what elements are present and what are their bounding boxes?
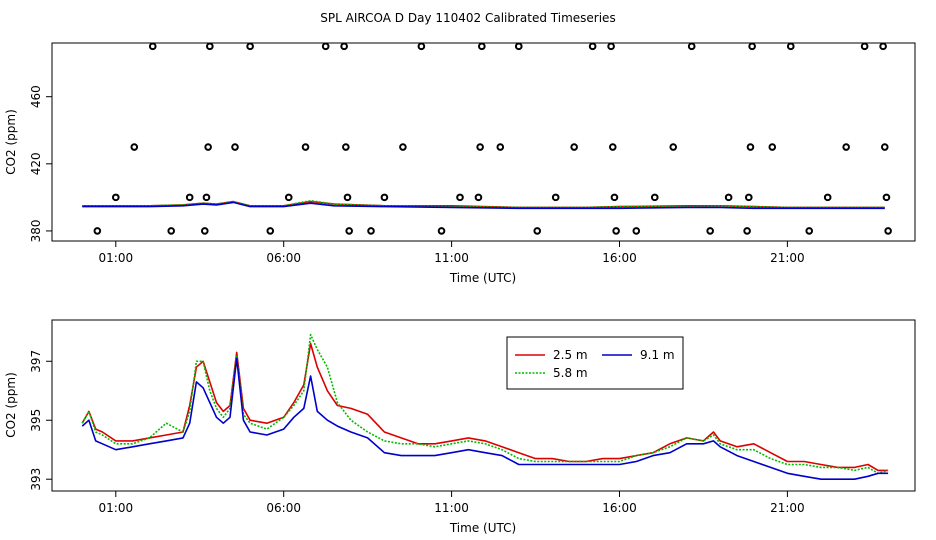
calibration-point (842, 143, 850, 151)
series-line-5.8m (82, 199, 885, 209)
calibration-point (610, 193, 619, 202)
calibration-point (687, 42, 696, 51)
top-plot-frame (51, 42, 916, 242)
y-tick-label: 395 (29, 409, 43, 432)
calibration-point (746, 143, 755, 151)
calibration-point (343, 193, 352, 202)
calibration-point (204, 143, 212, 151)
calibration-point (437, 227, 446, 235)
calibration-point (340, 42, 348, 51)
y-tick-label: 460 (29, 85, 43, 108)
y-tick-label: 397 (29, 350, 43, 373)
calibration-point (167, 227, 176, 235)
calibration-point (266, 227, 275, 235)
calibration-point (130, 143, 139, 151)
x-tick-label: 01:00 (99, 251, 134, 265)
calibration-point (879, 42, 887, 51)
calibration-point (608, 143, 617, 151)
series-line-9.1m (81, 357, 889, 480)
bottom-x-axis-label: Time (UTC) (449, 521, 516, 535)
calibration-point (880, 143, 889, 151)
calibration-point (706, 227, 714, 235)
calibration-point (768, 143, 777, 151)
bottom-y-axis-label: CO2 (ppm) (4, 372, 18, 438)
calibration-point (284, 193, 293, 202)
calibration-point (301, 143, 310, 151)
calibration-point (607, 42, 615, 51)
top-panel: CO2 (ppm) Time (UTC) 01:00 06:00 11:00 16:0… (4, 42, 916, 285)
calibration-point (823, 193, 832, 202)
calibration-point (380, 193, 389, 202)
calibration-point (805, 227, 814, 235)
calibration-point (650, 193, 659, 202)
calibration-point (514, 42, 523, 51)
series-line-5.8m (81, 333, 889, 475)
legend-box (506, 336, 684, 390)
series-line-9.1m (82, 201, 885, 210)
calibration-point (112, 193, 120, 202)
calibration-point (345, 227, 353, 235)
calibration-point (496, 143, 505, 151)
calibration-point (588, 42, 597, 51)
calibration-point (202, 193, 211, 202)
x-tick-label: 21:00 (770, 501, 805, 515)
calibration-point (342, 143, 350, 151)
x-tick-label: 06:00 (266, 501, 301, 515)
calibration-point (321, 42, 330, 51)
bottom-plot-frame (51, 319, 916, 492)
calibration-point (399, 143, 407, 151)
calibration-point (570, 143, 578, 151)
series-line-2.5m (81, 342, 889, 472)
calibration-point (744, 193, 753, 202)
calibration-point (148, 42, 157, 51)
y-tick-label: 420 (29, 152, 43, 175)
calibration-point (669, 143, 678, 151)
x-tick-label: 06:00 (266, 251, 301, 265)
calibration-point (612, 227, 620, 235)
legend-label-5.8m: 5.8 m (553, 366, 588, 380)
x-tick-label: 11:00 (434, 501, 469, 515)
calibration-point (533, 227, 542, 235)
calibration-point (478, 42, 486, 51)
x-tick-label: 21:00 (770, 251, 805, 265)
calibration-point (367, 227, 375, 235)
calibration-point (474, 193, 483, 202)
calibration-point (724, 193, 733, 202)
y-tick-label: 393 (29, 468, 43, 491)
calibration-point (748, 42, 756, 51)
calibration-point (185, 193, 194, 202)
top-x-axis-label: Time (UTC) (449, 271, 516, 285)
calibration-point (417, 42, 426, 51)
calibration-point (743, 227, 751, 235)
calibration-point (231, 143, 239, 151)
calibration-point (206, 42, 214, 51)
calibration-point (200, 227, 209, 235)
calibration-point (786, 42, 795, 51)
legend-label-9.1m: 9.1 m (640, 348, 675, 362)
legend: 2.5 m 5.8 m 9.1 m (506, 336, 684, 390)
y-tick-label: 380 (29, 219, 43, 242)
x-tick-label: 11:00 (434, 251, 469, 265)
calibration-point (246, 42, 254, 51)
calibration-point (860, 42, 869, 51)
calibration-point (456, 193, 464, 202)
calibration-point (884, 227, 892, 235)
calibration-point (632, 227, 641, 235)
legend-label-2.5m: 2.5 m (553, 348, 588, 362)
calibration-point (882, 193, 891, 202)
bottom-panel: CO2 (ppm) Time (UTC) 2.5 m 5.8 m 9.1 m 0… (4, 319, 916, 535)
x-tick-label: 16:00 (602, 501, 637, 515)
page-title: SPL AIRCOA D Day 110402 Calibrated Times… (320, 11, 615, 25)
calibration-point (551, 193, 560, 202)
calibration-point (93, 227, 102, 235)
top-y-axis-label: CO2 (ppm) (4, 109, 18, 175)
calibration-point (476, 143, 484, 151)
x-tick-label: 01:00 (99, 501, 134, 515)
x-tick-label: 16:00 (602, 251, 637, 265)
